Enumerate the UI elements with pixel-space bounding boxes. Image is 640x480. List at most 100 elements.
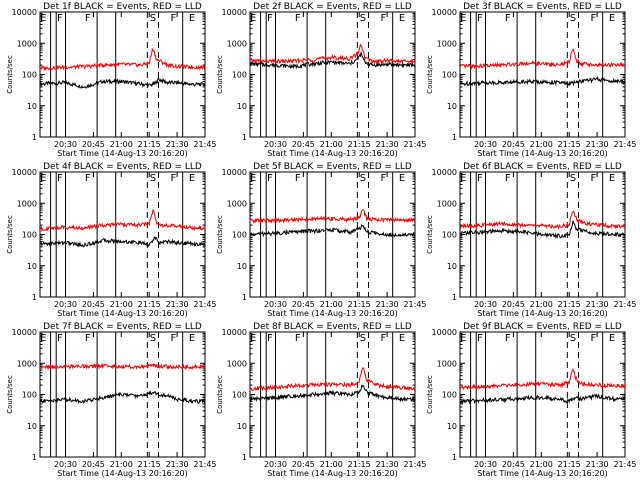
y-tick-label: 1000 bbox=[437, 39, 457, 48]
y-tick-label: 10 bbox=[27, 102, 37, 111]
x-tick-label: 21:15 bbox=[558, 300, 581, 309]
x-tick-label: 21:30 bbox=[166, 140, 189, 149]
axes-box bbox=[39, 11, 206, 138]
x-tick-label: 21:15 bbox=[558, 460, 581, 469]
interval-label: E bbox=[40, 173, 46, 184]
series-line-lld bbox=[39, 208, 206, 233]
axes-box bbox=[459, 331, 626, 458]
interval-label: F bbox=[477, 173, 483, 184]
series-line-events bbox=[459, 393, 626, 405]
panel-det-2: Det 2f BLACK = Events, RED = LLD 1 10 100 10… bbox=[216, 2, 427, 158]
y-axis-label: Counts/sec bbox=[426, 375, 434, 414]
x-tick-label: 21:30 bbox=[376, 300, 399, 309]
x-tick-label: 21:45 bbox=[403, 460, 426, 469]
series-line-lld bbox=[459, 210, 626, 230]
interval-label: E bbox=[40, 13, 46, 24]
series-line-events bbox=[459, 220, 626, 240]
interval-label: F bbox=[295, 333, 301, 344]
interval-label: E bbox=[189, 13, 195, 24]
y-tick-label: 10 bbox=[447, 102, 457, 111]
panel-title: Det 5f BLACK = Events, RED = LLD bbox=[253, 162, 412, 172]
x-tick-label: 21:00 bbox=[320, 140, 343, 149]
x-tick-label: 21:00 bbox=[530, 460, 553, 469]
y-tick-label: 10000 bbox=[222, 168, 247, 177]
x-tick-label: 20:45 bbox=[502, 460, 525, 469]
interval-label: F bbox=[477, 333, 483, 344]
axes-box bbox=[249, 11, 416, 138]
x-tick-label: 21:45 bbox=[193, 460, 216, 469]
x-axis-label: Start Time (14-Aug-13 20:16:20) bbox=[477, 149, 608, 158]
interval-label: F bbox=[477, 13, 483, 24]
y-tick-label: 100 bbox=[232, 391, 247, 400]
x-tick-label: 20:45 bbox=[292, 460, 315, 469]
series-line-lld bbox=[39, 363, 206, 371]
y-axis-label: Counts/sec bbox=[6, 375, 14, 414]
x-axis-label: Start Time (14-Aug-13 20:16:20) bbox=[57, 149, 188, 158]
axes-box bbox=[39, 171, 206, 298]
panel-det-6: Det 6f BLACK = Events, RED = LLD 1 10 100 10… bbox=[426, 162, 637, 318]
panel-det-1: Det 1f BLACK = Events, RED = LLD 1 10 100 10… bbox=[6, 2, 217, 158]
y-tick-label: 10 bbox=[237, 102, 247, 111]
y-tick-label: 1000 bbox=[227, 199, 247, 208]
x-tick-label: 21:00 bbox=[530, 140, 553, 149]
x-tick-label: 20:30 bbox=[474, 140, 497, 149]
x-axis-label: Start Time (14-Aug-13 20:16:20) bbox=[267, 469, 398, 478]
interval-label: E bbox=[40, 333, 46, 344]
series-line-lld bbox=[459, 48, 626, 70]
series-line-lld bbox=[249, 366, 416, 392]
interval-label: S bbox=[150, 13, 156, 24]
panel-det-5: Det 5f BLACK = Events, RED = LLD 1 10 100 10… bbox=[216, 162, 427, 318]
panel-det-4: Det 4f BLACK = Events, RED = LLD 1 10 100 10… bbox=[6, 162, 217, 318]
x-tick-label: 21:45 bbox=[403, 140, 426, 149]
series-line-lld bbox=[459, 368, 626, 391]
interval-label: E bbox=[250, 13, 256, 24]
interval-label: F bbox=[505, 173, 511, 184]
y-tick-label: 1 bbox=[452, 453, 457, 462]
x-tick-label: 21:30 bbox=[376, 140, 399, 149]
interval-label: F bbox=[590, 333, 596, 344]
x-tick-label: 21:30 bbox=[586, 300, 609, 309]
interval-label: F bbox=[267, 333, 273, 344]
x-tick-label: 21:30 bbox=[376, 460, 399, 469]
y-tick-label: 100 bbox=[442, 391, 457, 400]
x-tick-label: 20:45 bbox=[292, 140, 315, 149]
interval-label: F bbox=[295, 13, 301, 24]
y-axis-label: Counts/sec bbox=[426, 55, 434, 94]
y-tick-label: 1 bbox=[452, 133, 457, 142]
x-tick-label: 21:45 bbox=[613, 460, 636, 469]
y-tick-label: 1 bbox=[452, 293, 457, 302]
y-axis-label: Counts/sec bbox=[216, 215, 224, 254]
interval-label: E bbox=[250, 333, 256, 344]
panel-title: Det 2f BLACK = Events, RED = LLD bbox=[253, 2, 412, 12]
interval-label: F bbox=[267, 13, 273, 24]
y-tick-label: 10 bbox=[27, 262, 37, 271]
y-axis-label: Counts/sec bbox=[216, 55, 224, 94]
x-axis-label: Start Time (14-Aug-13 20:16:20) bbox=[267, 309, 398, 318]
panel-det-9: Det 9f BLACK = Events, RED = LLD 1 10 100 10… bbox=[426, 322, 637, 478]
x-tick-label: 21:45 bbox=[193, 300, 216, 309]
y-tick-label: 100 bbox=[232, 71, 247, 80]
x-tick-label: 21:15 bbox=[348, 300, 371, 309]
y-tick-label: 10 bbox=[237, 422, 247, 431]
interval-label: S bbox=[570, 333, 576, 344]
y-tick-label: 10000 bbox=[222, 328, 247, 337]
y-tick-label: 1 bbox=[32, 133, 37, 142]
interval-label: S bbox=[570, 173, 576, 184]
x-tick-label: 20:45 bbox=[502, 300, 525, 309]
interval-label: E bbox=[399, 333, 405, 344]
x-tick-label: 20:45 bbox=[82, 460, 105, 469]
x-tick-label: 21:45 bbox=[403, 300, 426, 309]
x-tick-label: 21:00 bbox=[530, 300, 553, 309]
interval-label: E bbox=[460, 333, 466, 344]
interval-label: F bbox=[57, 333, 63, 344]
y-tick-label: 10 bbox=[237, 262, 247, 271]
series-line-events bbox=[249, 50, 416, 70]
interval-label: F bbox=[505, 333, 511, 344]
x-tick-label: 20:45 bbox=[82, 300, 105, 309]
x-tick-label: 21:00 bbox=[110, 460, 133, 469]
axes-box bbox=[459, 11, 626, 138]
x-tick-label: 21:15 bbox=[558, 140, 581, 149]
x-tick-label: 21:45 bbox=[193, 140, 216, 149]
x-tick-label: 21:15 bbox=[138, 460, 161, 469]
